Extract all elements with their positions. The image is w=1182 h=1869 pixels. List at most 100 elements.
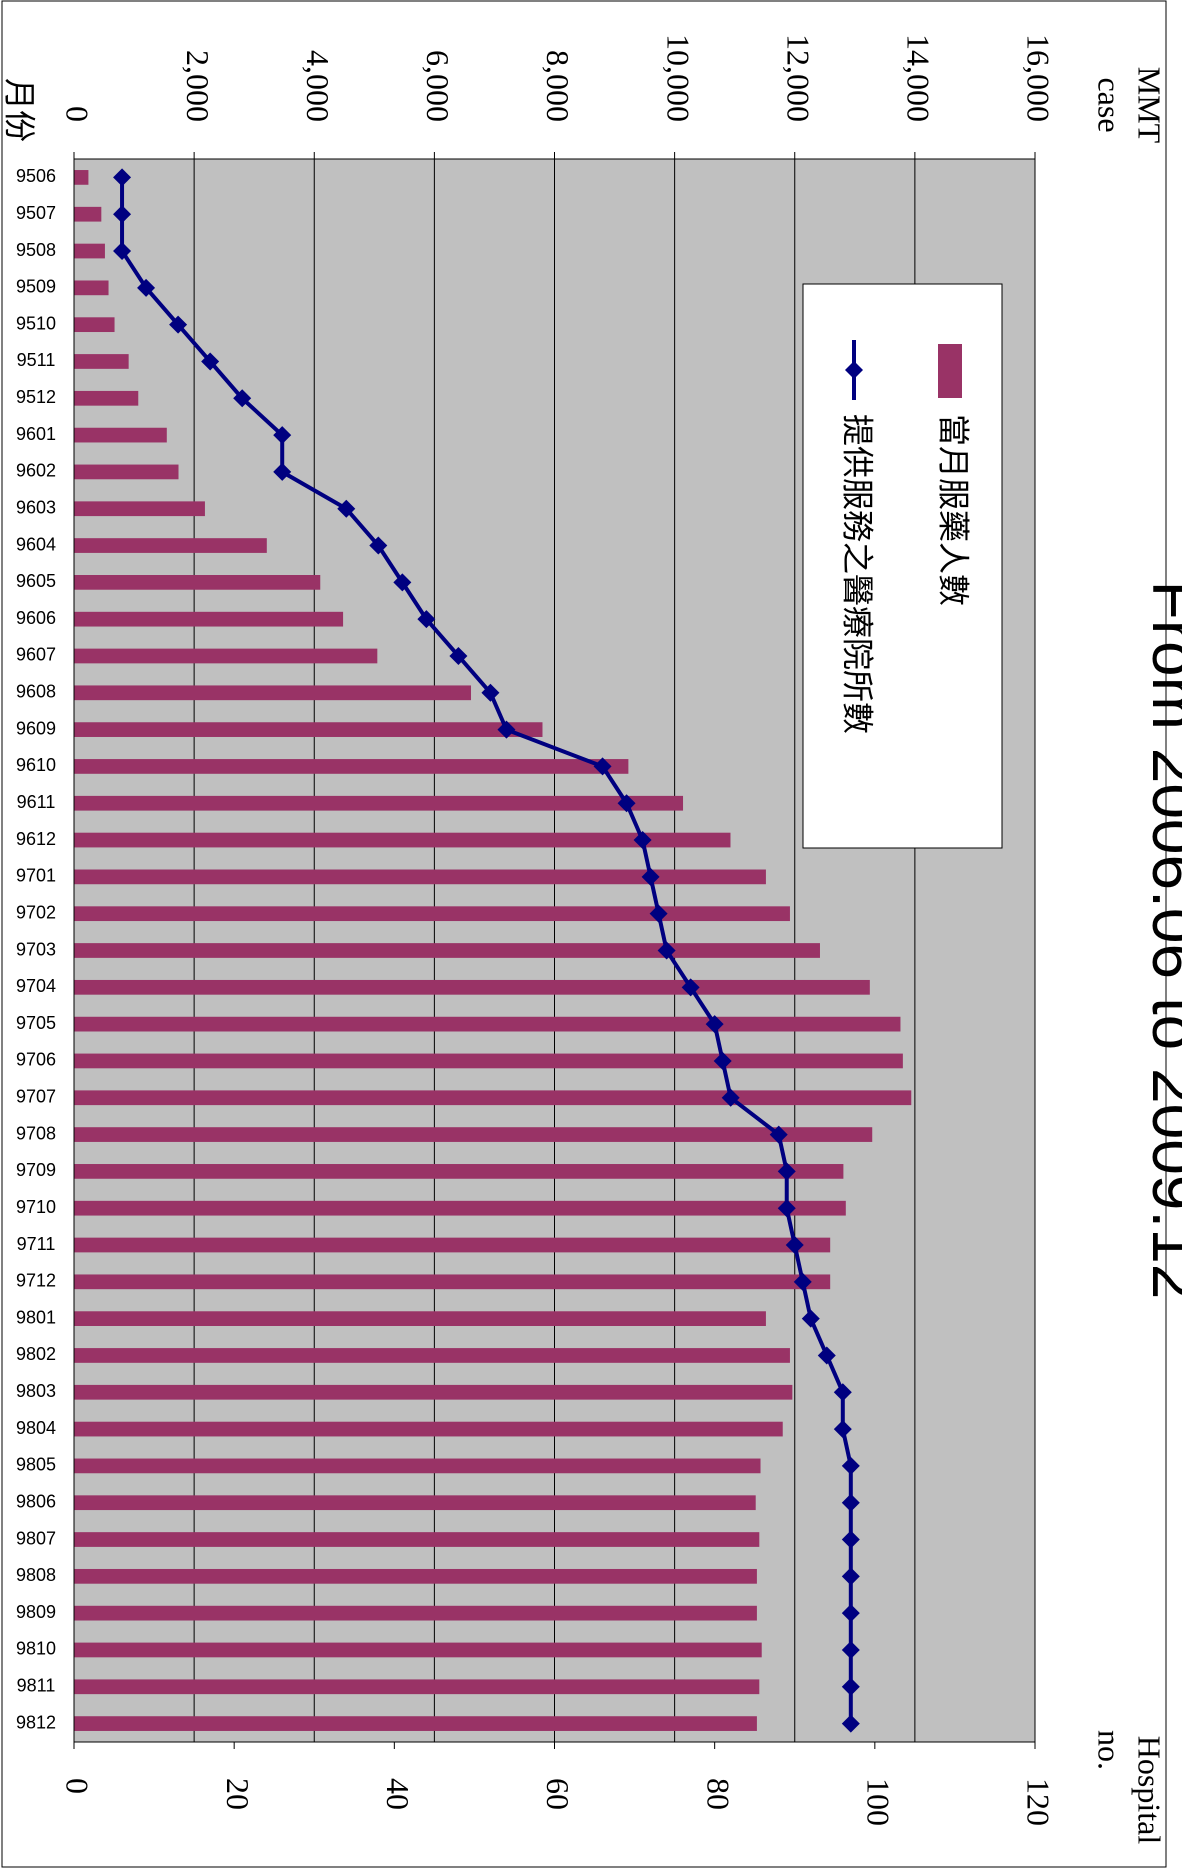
bar [74,943,820,958]
x-tick-label: 9612 [16,829,56,849]
x-tick-label: 9603 [16,497,56,517]
bar [74,1495,756,1511]
bar [73,464,179,480]
bar [74,170,89,185]
x-tick-label: 9507 [16,203,56,223]
x-tick-label: 9806 [16,1491,56,1511]
x-tick-label: 9610 [16,755,56,775]
line-marker [273,426,292,445]
x-tick-label: 9512 [16,387,56,407]
x-tick-label: 9605 [16,571,56,591]
y-axis-label: case [1092,77,1128,132]
line-marker [593,757,612,776]
line-marker [337,499,356,518]
line-marker [713,1051,732,1070]
line-marker [841,1677,860,1696]
line-marker [169,315,188,334]
y2-tick-label: 60 [540,1778,576,1810]
line-marker [801,1309,820,1328]
x-tick-label: 9701 [16,866,56,886]
bar [73,280,109,296]
bar [74,1421,783,1437]
bar [74,1090,912,1106]
line-marker [233,389,252,408]
line-marker [681,978,700,997]
x-tick-label: 9808 [16,1565,56,1585]
y-tick-label: 6,000 [420,50,456,122]
bar [74,979,870,995]
x-tick-label: 9508 [16,240,56,260]
bar [74,1053,903,1069]
bar [74,1237,831,1253]
line-marker [777,1199,796,1218]
x-tick-label: 9811 [17,1676,56,1696]
x-tick-label: 9604 [16,534,56,554]
bar [73,390,139,406]
line-marker [817,1346,836,1365]
bar [74,611,344,627]
bar [74,1679,760,1695]
line-marker [497,720,516,739]
y-axis-label: MMT [1132,67,1168,144]
x-tick-label: 9805 [16,1455,56,1475]
y-tick-label: 10,000 [660,34,696,122]
bar [74,869,766,885]
line-marker [841,1456,860,1475]
bar [74,206,102,222]
x-tick-label: 9601 [16,424,56,444]
y-tick-label: 16,000 [1021,34,1057,122]
y-tick-label: 8,000 [540,50,576,122]
x-axis-label: 月份 [2,78,38,142]
line-marker [657,941,676,960]
x-tick-label: 9802 [16,1344,56,1364]
bar [73,354,129,369]
legend-label: 當月服藥人數 [936,414,972,606]
bar [74,317,115,333]
bar [74,722,543,737]
x-tick-label: 9809 [16,1602,56,1622]
line-marker [273,462,292,481]
bar [74,648,378,664]
x-tick-label: 9707 [16,1087,56,1107]
y2-tick-label: 120 [1021,1778,1057,1826]
bar [74,1642,762,1658]
line-marker [841,1567,860,1586]
bar [74,1532,760,1547]
bar [74,1384,793,1400]
line-marker [793,1272,812,1291]
x-tick-label: 9801 [16,1307,56,1327]
line-marker [721,1088,740,1107]
bar [74,501,205,517]
bar [74,1200,846,1216]
y2-tick-label: 100 [860,1778,896,1826]
line-marker [481,683,500,702]
line-marker [785,1236,804,1255]
legend-swatch [845,361,863,379]
line-marker [369,536,388,555]
bar [74,795,684,811]
x-tick-label: 9810 [16,1639,56,1659]
bar [74,427,167,443]
bar [73,574,321,590]
line-marker [617,794,636,813]
bar [73,1568,757,1584]
line-marker [777,1162,796,1181]
x-tick-label: 9708 [16,1123,56,1143]
x-tick-label: 9703 [16,939,56,959]
legend-swatch [938,344,962,398]
bar [74,1274,831,1290]
line-marker [201,352,220,371]
x-tick-label: 9705 [16,1013,56,1033]
line-marker [633,831,652,850]
bar [73,1127,873,1142]
x-tick-label: 9602 [16,461,56,481]
line-marker [393,573,412,592]
line-marker [841,1714,860,1733]
x-tick-label: 9704 [16,976,56,996]
line-marker [137,278,156,297]
x-tick-label: 9511 [17,350,56,370]
line-marker [833,1383,852,1402]
x-tick-label: 9607 [16,645,56,665]
